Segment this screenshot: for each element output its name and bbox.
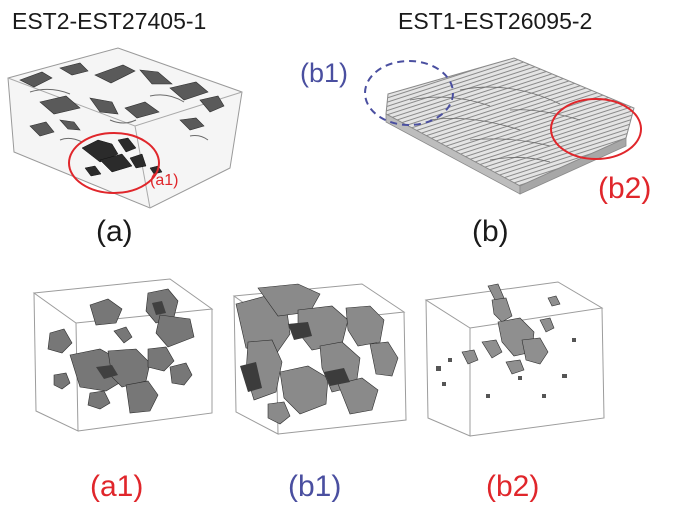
b1-callout-label: (b1) <box>300 58 349 88</box>
cube-a1-label: (a1) <box>90 470 144 503</box>
cube-b2-label: (b2) <box>486 470 540 503</box>
cube-b1-label: (b1) <box>288 470 342 503</box>
panel-a-title: EST2-EST27405-1 <box>12 8 207 34</box>
b2-callout-label: (b2) <box>598 172 652 205</box>
panel-b-caption: (b) <box>472 215 509 248</box>
panel-a-caption: (a) <box>96 215 133 248</box>
a1-callout-label: (a1) <box>150 172 179 189</box>
b1-callout-ellipse <box>364 60 454 126</box>
b2-callout-ellipse <box>550 98 642 160</box>
cube-b2-render <box>422 278 612 438</box>
cube-a1-render <box>30 275 220 435</box>
panel-b-title: EST1-EST26095-2 <box>398 8 593 34</box>
a1-callout-ellipse <box>68 132 160 194</box>
cube-b1-render <box>228 280 414 440</box>
panel-a-slab-render <box>0 40 330 210</box>
